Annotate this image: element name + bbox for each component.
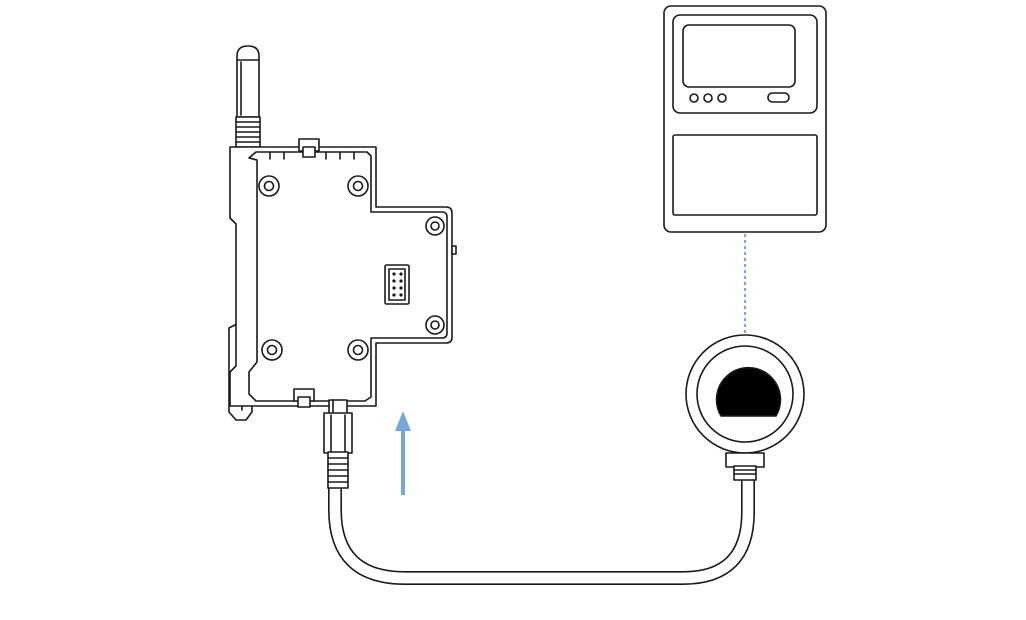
wireless-io-module [228, 45, 457, 489]
antenna-icon [235, 45, 261, 148]
mounting-screws [258, 175, 445, 361]
connection-cable [328, 480, 755, 585]
arrow-up-icon [395, 411, 411, 495]
sensor-window-icon [715, 366, 782, 417]
sensor-fitting-icon [725, 452, 765, 481]
bottom-clip [293, 388, 315, 408]
indicator-led-icon [689, 93, 699, 103]
top-clip [298, 138, 320, 158]
indicator-led-icon [717, 93, 727, 103]
pin-connector-icon [384, 264, 410, 305]
button-icon [767, 92, 790, 103]
display-screen [682, 24, 796, 88]
vent-slots [269, 151, 355, 160]
indicator-led-icon [703, 93, 713, 103]
display-meter [663, 5, 827, 233]
pressure-sensor [685, 334, 805, 481]
lower-panel [672, 134, 818, 216]
cable-gland-icon [323, 399, 353, 489]
